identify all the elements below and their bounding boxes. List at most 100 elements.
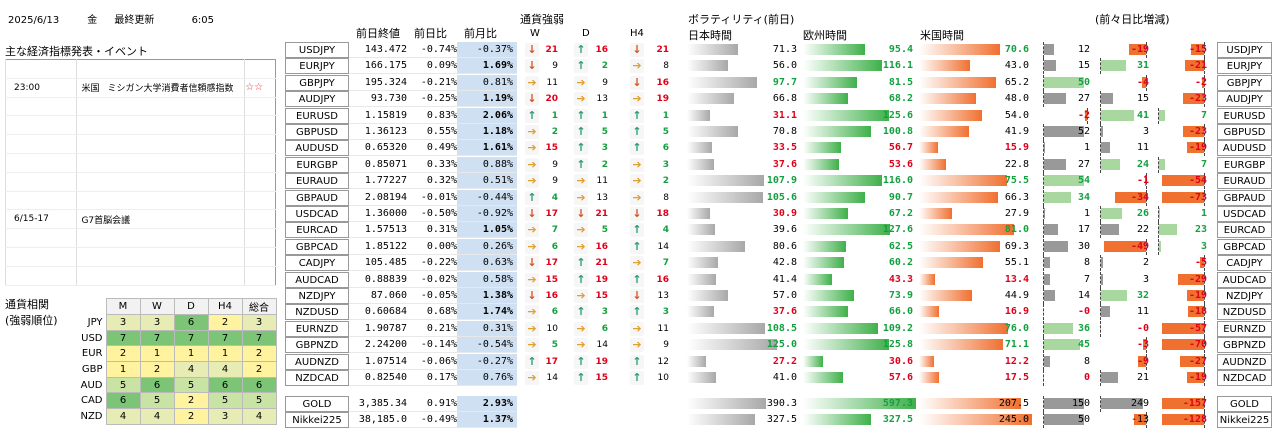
ranking-cell: 7 (173, 329, 209, 347)
change-jp-bar (1044, 398, 1084, 409)
day-change-value: 0.49% (426, 142, 457, 154)
vol-jp-value: 80.6 (772, 240, 797, 252)
change-jp-bar (1044, 126, 1084, 137)
change-us-bar (1179, 355, 1204, 367)
daily-rank: 6 (601, 323, 608, 334)
pair-label: Nikkei225 (285, 412, 349, 429)
ranking-cell: 2 (241, 345, 277, 363)
col-jp: 日本時間 (688, 29, 732, 42)
daily-rank: 2 (601, 61, 608, 72)
pair-label: EURUSD (285, 107, 349, 124)
event-stars (244, 115, 276, 136)
event-row (4, 59, 276, 79)
ranking-cell: 2 (173, 408, 209, 425)
ranking-currency: GBP (76, 361, 107, 378)
change-eu-bar (1128, 44, 1146, 55)
row-divider (349, 303, 517, 304)
close-value: 38,185.0 (358, 414, 407, 426)
weekly-arrow-icon: ↓ (525, 256, 539, 271)
day-change-value: -0.25% (420, 93, 457, 105)
pair-label-right: AUDJPY (1217, 91, 1272, 108)
h4-arrow-icon: ↑ (630, 239, 644, 254)
event-stars (244, 153, 276, 173)
weekly-arrow-icon: ➔ (525, 223, 539, 238)
vol-us-bar (919, 273, 935, 285)
ranking-cell: 2 (241, 361, 277, 378)
month-change-value: 1.61% (457, 140, 517, 157)
change-jp-bar (1044, 191, 1072, 203)
vol-eu-bar (803, 191, 866, 203)
change-jp-axis (1043, 42, 1044, 58)
row-divider (349, 237, 517, 239)
change-us-axis (1158, 222, 1159, 239)
change-us-axis (1204, 91, 1205, 108)
change-us-axis (1158, 107, 1159, 124)
col-h4: H4 (630, 28, 644, 39)
vol-us-value: 44.9 (1004, 290, 1029, 301)
ranking-row: AUD 5 6 5 6 6 (76, 376, 277, 394)
weekly-rank: 17 (545, 258, 558, 269)
change-eu-bar (1143, 339, 1146, 351)
pair-label: AUDUSD (285, 140, 349, 157)
row-divider (349, 139, 517, 140)
vol-eu-bar (803, 109, 889, 121)
daily-arrow-icon: ➔ (574, 223, 588, 238)
change-us-value: -54 (1188, 175, 1207, 187)
header-bar: 2025/6/13 金 最終更新 6:05 (8, 11, 214, 26)
vol-jp-bar (687, 175, 764, 187)
change-jp-bar (1044, 158, 1066, 170)
event-stars (244, 209, 276, 230)
vol-jp-value: 37.6 (772, 158, 797, 170)
daily-arrow-icon: ➔ (574, 239, 588, 254)
event-name (76, 134, 245, 154)
vol-eu-value: 67.2 (888, 208, 913, 219)
h4-arrow-icon: ➔ (630, 92, 644, 107)
change-eu-bar (1101, 398, 1143, 409)
row-divider (349, 253, 517, 255)
ranking-currency: AUD (76, 377, 107, 393)
col-volatility: ボラティリティ(前日) (688, 13, 795, 26)
vol-jp-bar (687, 142, 712, 154)
month-change-value: 1.74% (457, 304, 517, 321)
weekly-rank: 20 (545, 94, 558, 105)
vol-us-value: 27.9 (1004, 208, 1029, 219)
vol-eu-bar (803, 208, 849, 219)
row-divider (349, 427, 517, 429)
h4-arrow-icon: ➔ (630, 157, 644, 172)
h4-arrow-icon: ➔ (630, 59, 644, 74)
vol-eu-bar (803, 290, 854, 301)
change-eu-axis (1100, 255, 1101, 272)
event-name (76, 59, 245, 79)
month-change-value: 1.69% (457, 58, 517, 75)
change-eu-value: 26 (1136, 208, 1149, 219)
change-jp-bar (1044, 322, 1073, 334)
vol-us-bar (919, 224, 1014, 236)
h4-arrow-icon: ↓ (630, 207, 644, 221)
vol-jp-bar (687, 306, 715, 318)
weekly-arrow-icon: ➔ (525, 305, 539, 320)
change-jp-value: 8 (1083, 355, 1090, 367)
change-eu-value: 21 (1136, 372, 1149, 383)
weekly-rank: 2 (551, 127, 558, 137)
change-jp-value: 27 (1077, 93, 1090, 105)
change-us-axis (1204, 288, 1205, 304)
vol-us-bar (919, 240, 1001, 252)
event-title: ミシガン大学消費者信頼感指数 (107, 84, 234, 95)
vol-us-value: 76.0 (1004, 322, 1029, 334)
change-us-value: -18 (1188, 306, 1207, 318)
daily-rank: 15 (595, 291, 608, 301)
month-change-value: 2.93% (457, 396, 517, 412)
day-change-value: -0.74% (420, 44, 457, 55)
vol-eu-value: 66.0 (888, 306, 913, 318)
vol-us-bar (919, 109, 983, 121)
vol-jp-value: 31.1 (772, 109, 797, 121)
event-time (4, 228, 77, 248)
change-eu-value: 3 (1142, 126, 1149, 137)
ranking-cell: 3 (139, 314, 175, 331)
pair-label-right: GBPJPY (1217, 74, 1272, 91)
row-divider (349, 188, 517, 190)
change-jp-bar (1044, 93, 1066, 105)
vol-us-bar (919, 93, 976, 105)
ranking-currency: EUR (76, 345, 107, 362)
ranking-cell: 1 (207, 345, 243, 363)
